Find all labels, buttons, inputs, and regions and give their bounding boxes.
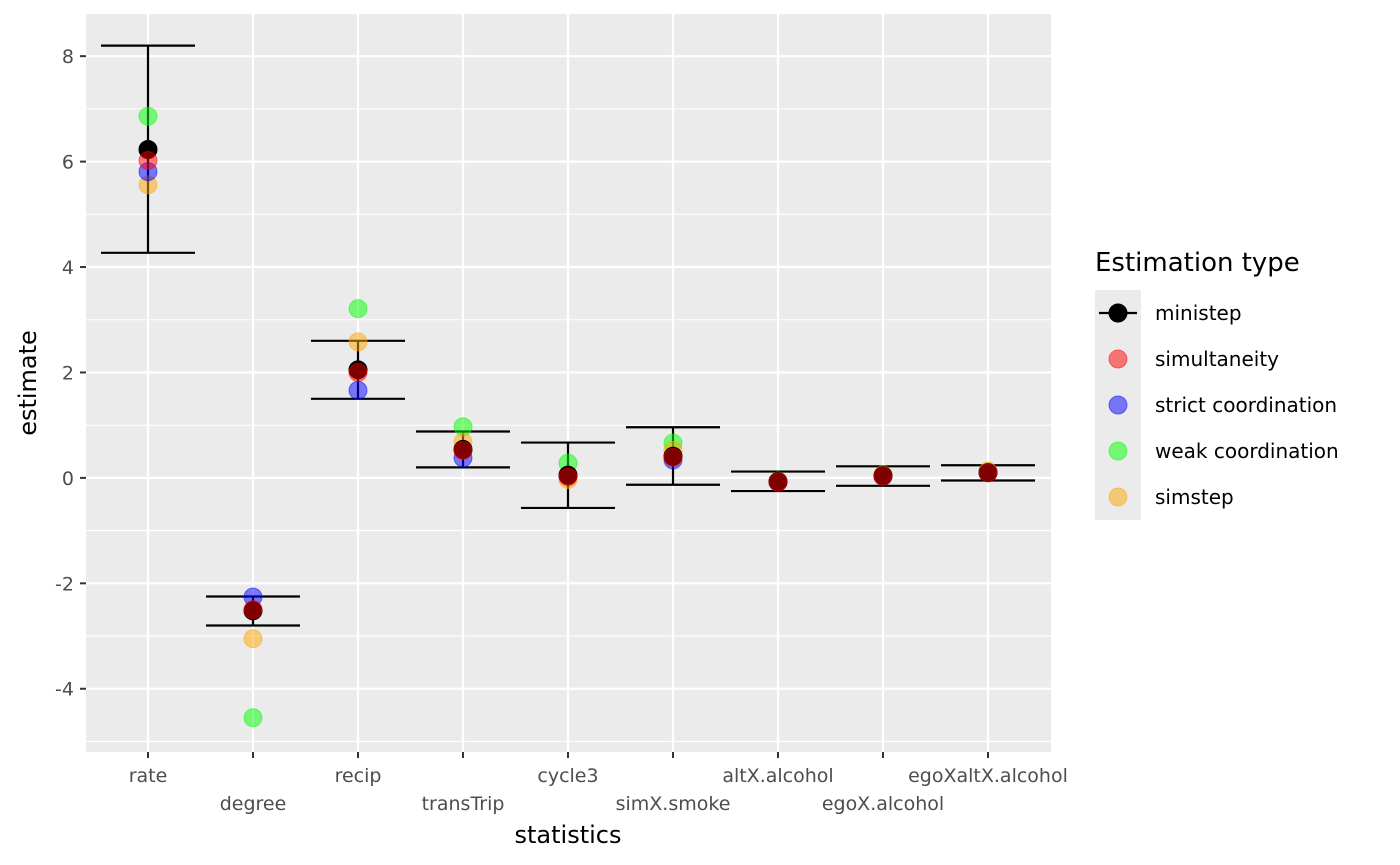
point-simultaneity xyxy=(243,600,263,620)
x-axis-title: statistics xyxy=(515,821,622,849)
point-simultaneity xyxy=(138,151,158,171)
point-simultaneity xyxy=(873,466,893,486)
y-tick-label: 6 xyxy=(62,152,74,174)
y-tick-label: -2 xyxy=(55,573,74,595)
legend-key-ministep xyxy=(1108,303,1128,323)
y-axis-title: estimate xyxy=(14,330,42,436)
x-tick-label: egoX.alcohol xyxy=(822,793,944,815)
point-weak-coordination xyxy=(138,106,158,126)
x-tick-label: simX.smoke xyxy=(616,793,731,815)
point-simultaneity xyxy=(663,447,683,467)
x-tick-label: cycle3 xyxy=(537,765,598,787)
point-simultaneity xyxy=(978,463,998,483)
point-simultaneity xyxy=(768,472,788,492)
point-simstep xyxy=(243,629,263,649)
y-tick-label: 8 xyxy=(62,46,74,68)
point-weak-coordination xyxy=(243,708,263,728)
legend: Estimation type ministep simultaneity stri… xyxy=(1095,248,1339,520)
legend-key-strict-coordination xyxy=(1108,395,1128,415)
legend-label-ministep: ministep xyxy=(1155,301,1242,325)
y-tick-label: 4 xyxy=(62,257,74,279)
legend-key-weak-coordination xyxy=(1108,441,1128,461)
x-axis: rate degree recip transTrip cycle3 simX.smoke… xyxy=(129,752,1068,815)
legend-label-simultaneity: simultaneity xyxy=(1155,347,1279,371)
legend-label-simstep: simstep xyxy=(1155,485,1234,509)
y-tick-label: -4 xyxy=(55,679,74,701)
point-weak-coordination xyxy=(348,299,368,319)
y-axis: -4 -2 0 2 4 6 8 xyxy=(55,46,86,701)
x-tick-label: recip xyxy=(335,765,382,787)
x-tick-label: transTrip xyxy=(422,793,505,815)
x-tick-label: altX.alcohol xyxy=(722,765,833,787)
legend-key-simultaneity xyxy=(1108,349,1128,369)
point-simultaneity xyxy=(558,467,578,487)
x-tick-label: egoXaltX.alcohol xyxy=(908,765,1068,787)
legend-key-simstep xyxy=(1108,487,1128,507)
x-tick-label: rate xyxy=(129,765,168,787)
legend-label-strict-coordination: strict coordination xyxy=(1155,393,1337,417)
legend-title: Estimation type xyxy=(1095,248,1300,278)
y-tick-label: 0 xyxy=(62,468,74,490)
point-simultaneity xyxy=(453,440,473,460)
y-tick-label: 2 xyxy=(62,362,74,384)
point-simstep xyxy=(348,332,368,352)
legend-label-weak-coordination: weak coordination xyxy=(1155,439,1339,463)
x-tick-label: degree xyxy=(220,793,287,815)
point-simultaneity xyxy=(348,362,368,382)
data-points xyxy=(138,106,998,728)
point-strict-coordination xyxy=(348,380,368,400)
